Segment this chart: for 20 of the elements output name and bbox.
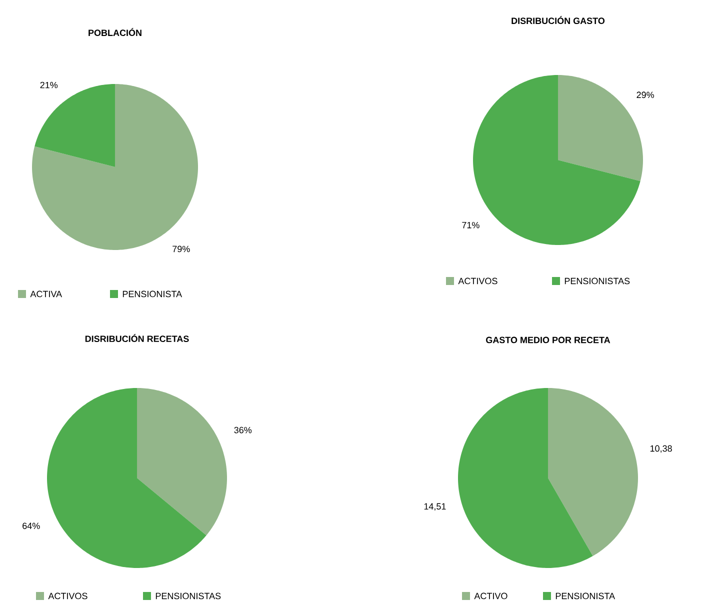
legend-label: PENSIONISTAS [564, 278, 630, 284]
chart-title: DISRIBUCIÓN GASTO [512, 16, 605, 24]
data-label: 10,38 [650, 445, 672, 453]
legend-label: PENSIONISTA [556, 592, 616, 600]
legend-label: PENSIONISTAS [156, 592, 221, 600]
legend-label: ACTIVO [474, 592, 508, 600]
data-label: 79% [172, 246, 190, 252]
data-label: 71% [462, 222, 480, 228]
data-label: 64% [22, 522, 40, 530]
legend-label: ACTIVOS [458, 278, 498, 284]
chart-title: GASTO MEDIO POR RECETA [486, 336, 610, 344]
legend-label: ACTIVA [30, 290, 62, 298]
legend-label: ACTIVOS [48, 592, 88, 600]
data-label: 14,51 [424, 503, 446, 511]
chart-title: POBLACIÓN [88, 28, 142, 36]
data-label: 29% [636, 92, 654, 98]
data-label: 36% [234, 426, 252, 434]
legend-label: PENSIONISTA [122, 290, 182, 298]
chart-title: DISRIBUCIÓN RECETAS [85, 334, 189, 342]
data-label: 21% [40, 82, 58, 88]
